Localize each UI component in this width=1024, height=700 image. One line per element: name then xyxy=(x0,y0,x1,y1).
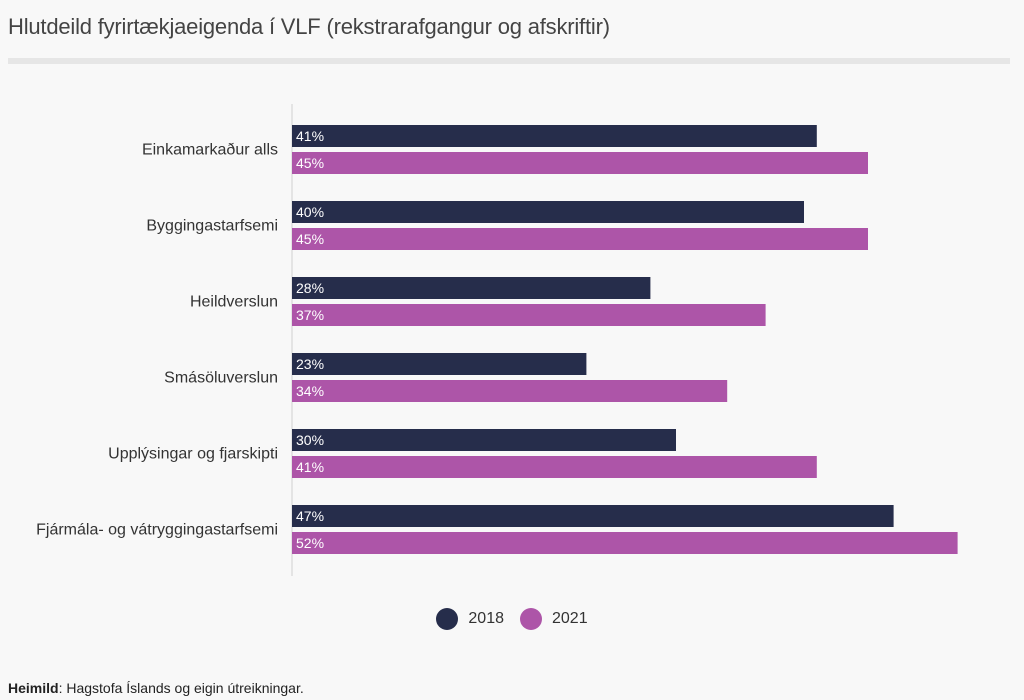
bar-2021[interactable] xyxy=(292,532,958,554)
source-text: : Hagstofa Íslands og eigin útreikningar… xyxy=(58,680,304,696)
chart-title: Hlutdeild fyrirtækjaeigenda í VLF (rekst… xyxy=(8,14,610,39)
source-label: Heimild xyxy=(8,680,59,696)
legend: 2018 2021 xyxy=(0,608,1024,630)
data-label-2018: 41% xyxy=(296,128,324,144)
legend-swatch-2018 xyxy=(436,608,459,630)
bar-2018[interactable] xyxy=(292,429,676,451)
bar-2018[interactable] xyxy=(292,277,651,299)
data-label-2021: 34% xyxy=(296,383,324,399)
data-label-2018: 40% xyxy=(296,204,324,220)
legend-item-2021[interactable]: 2021 xyxy=(520,608,588,630)
data-label-2021: 41% xyxy=(296,459,324,475)
legend-label-2021: 2021 xyxy=(552,610,588,627)
data-label-2018: 30% xyxy=(296,432,324,448)
bar-2018[interactable] xyxy=(292,353,587,375)
bar-2018[interactable] xyxy=(292,505,894,527)
data-label-2021: 45% xyxy=(296,231,324,247)
bar-2021[interactable] xyxy=(292,456,817,478)
bar-2021[interactable] xyxy=(292,228,868,250)
category-label: Heildverslun xyxy=(190,294,278,311)
source-note: Heimild: Hagstofa Íslands og eigin útrei… xyxy=(8,680,304,696)
data-label-2018: 28% xyxy=(296,280,324,296)
data-label-2021: 45% xyxy=(296,155,324,171)
bar-2018[interactable] xyxy=(292,125,817,147)
bar-2021[interactable] xyxy=(292,380,728,402)
data-label-2018: 23% xyxy=(296,356,324,372)
legend-item-2018[interactable]: 2018 xyxy=(436,608,504,630)
bar-2018[interactable] xyxy=(292,201,804,223)
category-label: Upplýsingar og fjarskipti xyxy=(108,446,278,463)
category-label: Einkamarkaður alls xyxy=(142,142,278,159)
title-divider xyxy=(8,58,1010,64)
bar-chart: Einkamarkaður alls 41% 45% Byggingastarfsem… xyxy=(36,104,958,576)
legend-label-2018: 2018 xyxy=(468,610,504,627)
bar-2021[interactable] xyxy=(292,152,868,174)
bar-2021[interactable] xyxy=(292,304,766,326)
category-label: Byggingastarfsemi xyxy=(146,218,278,235)
category-label: Fjármála- og vátryggingastarfsemi xyxy=(36,522,278,539)
category-label: Smásöluverslun xyxy=(164,370,278,387)
data-label-2021: 52% xyxy=(296,535,324,551)
data-label-2018: 47% xyxy=(296,508,324,524)
legend-swatch-2021 xyxy=(520,608,542,630)
data-label-2021: 37% xyxy=(296,307,324,323)
